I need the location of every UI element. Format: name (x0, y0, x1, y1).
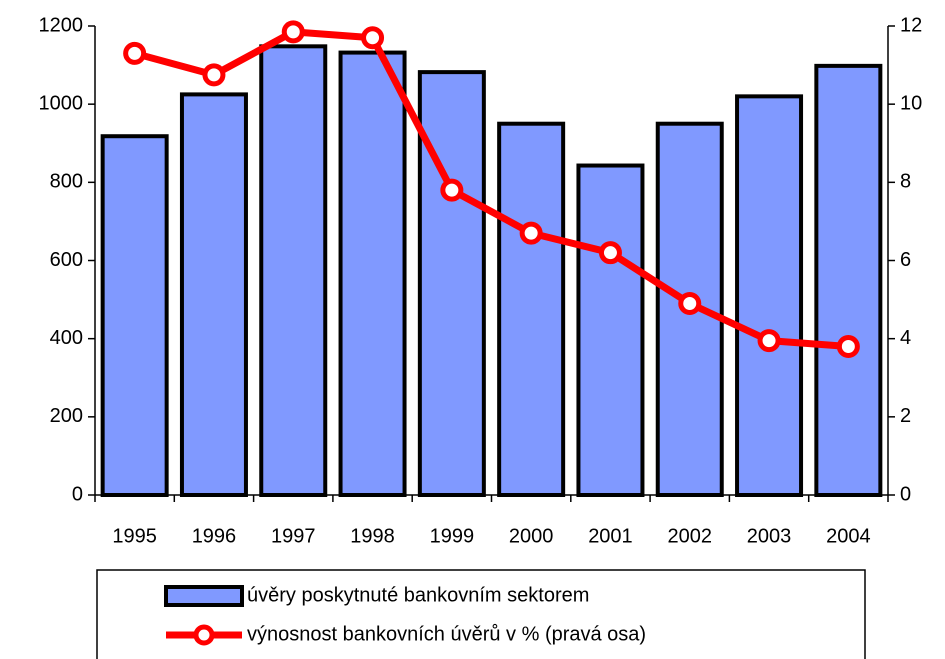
line (133, 28, 849, 350)
line-marker (519, 221, 543, 245)
y2-tick-label: 6 (900, 249, 911, 271)
x-tick-label: 1995 (112, 525, 157, 547)
line-marker (757, 329, 781, 353)
y-tick-label: 400 (50, 327, 83, 349)
legend-swatch (164, 585, 244, 607)
bar (100, 134, 169, 497)
y2-tick-label: 4 (900, 327, 911, 349)
bar (735, 94, 804, 497)
y-tick-label: 800 (50, 171, 83, 193)
x-tick-label: 2003 (747, 525, 792, 547)
line-marker (281, 20, 305, 44)
y2-tick-label: 12 (900, 14, 922, 36)
line-marker (836, 334, 860, 358)
y-tick-label: 0 (72, 483, 83, 505)
bar (179, 92, 248, 497)
x-tick-label: 2004 (826, 525, 871, 547)
bar (576, 163, 645, 497)
y2-tick-label: 8 (900, 171, 911, 193)
legend-marker (193, 624, 215, 646)
y-tick-label: 1000 (39, 92, 84, 114)
line-marker (202, 63, 226, 87)
y2-tick-label: 10 (900, 92, 922, 114)
bar (417, 70, 486, 497)
legend-label: výnosnost bankovních úvěrů v % (pravá os… (247, 623, 646, 645)
line-marker (361, 26, 385, 50)
x-tick-label: 2002 (668, 525, 713, 547)
bar (259, 44, 328, 497)
y-tick-label: 1200 (39, 14, 84, 36)
bar (338, 50, 407, 498)
line-marker (598, 241, 622, 265)
line-marker (123, 41, 147, 65)
x-tick-label: 1996 (192, 525, 237, 547)
legend-label: úvěry poskytnuté bankovním sektorem (247, 584, 589, 606)
x-tick-label: 1998 (350, 525, 395, 547)
y2-tick-label: 0 (900, 483, 911, 505)
y2-tick-label: 2 (900, 405, 911, 427)
y-tick-label: 200 (50, 405, 83, 427)
x-tick-label: 1999 (430, 525, 475, 547)
bar (497, 121, 566, 497)
x-tick-label: 1997 (271, 525, 316, 547)
line-marker (440, 178, 464, 202)
x-tick-label: 2001 (588, 525, 633, 547)
legend-box (96, 569, 866, 659)
x-tick-label: 2000 (509, 525, 554, 547)
bar (814, 63, 883, 498)
y-tick-label: 600 (50, 249, 83, 271)
line-marker (678, 291, 702, 315)
